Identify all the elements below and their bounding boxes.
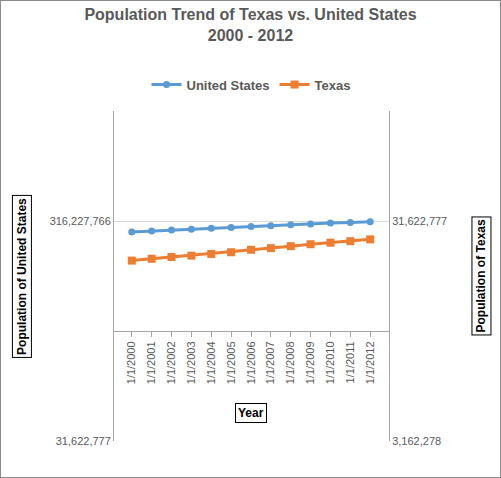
svg-text:United States: United States <box>187 78 270 93</box>
svg-text:1/1/2000: 1/1/2000 <box>125 341 137 384</box>
svg-text:1/1/2011: 1/1/2011 <box>344 341 356 383</box>
svg-text:3,162,278: 3,162,278 <box>392 435 441 447</box>
svg-text:316,227,766: 316,227,766 <box>50 215 111 227</box>
svg-text:31,622,777: 31,622,777 <box>392 215 447 227</box>
svg-text:Texas: Texas <box>315 78 351 93</box>
svg-text:1/1/2005: 1/1/2005 <box>225 341 237 384</box>
svg-text:1/1/2001: 1/1/2001 <box>145 341 157 384</box>
svg-text:31,622,777: 31,622,777 <box>56 435 111 447</box>
svg-text:1/1/2006: 1/1/2006 <box>245 341 257 384</box>
svg-text:1/1/2003: 1/1/2003 <box>185 341 197 384</box>
svg-text:1/1/2007: 1/1/2007 <box>264 341 276 384</box>
svg-text:1/1/2010: 1/1/2010 <box>324 341 336 384</box>
svg-text:Population of Texas: Population of Texas <box>474 219 488 332</box>
svg-text:1/1/2002: 1/1/2002 <box>165 341 177 384</box>
svg-text:1/1/2008: 1/1/2008 <box>284 341 296 384</box>
svg-text:1/1/2009: 1/1/2009 <box>304 341 316 384</box>
svg-text:Population of United States: Population of United States <box>15 198 29 355</box>
svg-text:1/1/2012: 1/1/2012 <box>364 341 376 384</box>
svg-text:1/1/2004: 1/1/2004 <box>205 341 217 384</box>
svg-text:Year: Year <box>238 406 264 420</box>
svg-text:Population Trend of Texas vs.: Population Trend of Texas vs. United Sta… <box>84 6 416 44</box>
